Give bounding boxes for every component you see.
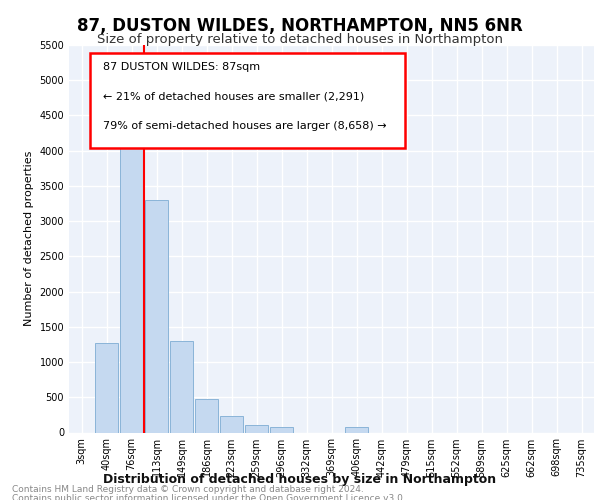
Bar <box>120 126 143 432</box>
Text: Size of property relative to detached houses in Northampton: Size of property relative to detached ho… <box>97 32 503 46</box>
Text: 87, DUSTON WILDES, NORTHAMPTON, NN5 6NR: 87, DUSTON WILDES, NORTHAMPTON, NN5 6NR <box>77 18 523 36</box>
Bar <box>145 200 168 432</box>
Bar <box>245 426 268 432</box>
Text: Distribution of detached houses by size in Northampton: Distribution of detached houses by size … <box>103 472 497 486</box>
Bar <box>95 342 118 432</box>
Text: Contains public sector information licensed under the Open Government Licence v3: Contains public sector information licen… <box>12 494 406 500</box>
Text: ← 21% of detached houses are smaller (2,291): ← 21% of detached houses are smaller (2,… <box>103 92 364 102</box>
Bar <box>170 341 193 432</box>
Bar <box>195 399 218 432</box>
Text: 87 DUSTON WILDES: 87sqm: 87 DUSTON WILDES: 87sqm <box>103 62 260 72</box>
Text: Contains HM Land Registry data © Crown copyright and database right 2024.: Contains HM Land Registry data © Crown c… <box>12 485 364 494</box>
FancyBboxPatch shape <box>90 52 405 148</box>
Bar <box>220 416 243 432</box>
Bar <box>345 427 368 432</box>
Bar <box>270 427 293 432</box>
Y-axis label: Number of detached properties: Number of detached properties <box>24 151 34 326</box>
Text: 79% of semi-detached houses are larger (8,658) →: 79% of semi-detached houses are larger (… <box>103 120 387 130</box>
